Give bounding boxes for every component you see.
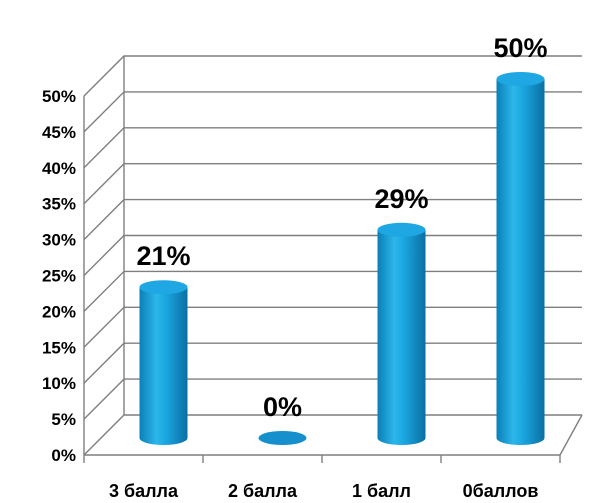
y-tick-label: 25% bbox=[42, 267, 76, 286]
bars bbox=[139, 72, 545, 445]
data-labels: 21% 0% 29% 50% bbox=[136, 33, 547, 422]
category-label: 1 балл bbox=[352, 481, 411, 501]
bar bbox=[496, 72, 545, 445]
y-tick-label: 0% bbox=[51, 446, 76, 465]
bar bbox=[139, 280, 188, 445]
y-tick-label: 35% bbox=[42, 195, 76, 214]
y-tick-label: 20% bbox=[42, 302, 76, 321]
category-label: 2 балла bbox=[228, 481, 298, 501]
data-label: 50% bbox=[493, 33, 547, 63]
data-label: 0% bbox=[263, 392, 302, 422]
y-tick-label: 15% bbox=[42, 338, 76, 357]
bar bbox=[258, 431, 307, 445]
y-tick-label: 50% bbox=[42, 87, 76, 106]
bar-body bbox=[139, 287, 188, 445]
bar-body bbox=[377, 229, 426, 445]
bar bbox=[377, 222, 426, 445]
y-tick-label: 10% bbox=[42, 374, 76, 393]
category-labels: 3 балла 2 балла 1 балл 0баллов bbox=[109, 481, 538, 501]
bar-top bbox=[496, 72, 545, 86]
category-label: 0баллов bbox=[463, 481, 539, 501]
bar-top bbox=[258, 431, 307, 445]
bar-top bbox=[377, 222, 426, 237]
y-tick-label: 40% bbox=[42, 159, 76, 178]
y-tick-labels: 0% 5% 10% 15% 20% 25% 30% 35% 40% 45% 50% bbox=[42, 87, 76, 465]
y-tick-label: 5% bbox=[51, 410, 76, 429]
bar-top bbox=[139, 280, 188, 295]
y-tick-label: 30% bbox=[42, 231, 76, 250]
data-label: 29% bbox=[374, 184, 428, 214]
y-tick-label: 45% bbox=[42, 123, 76, 142]
axes bbox=[83, 56, 583, 463]
category-label: 3 балла bbox=[109, 481, 179, 501]
data-label: 21% bbox=[136, 241, 190, 271]
bar-body bbox=[496, 79, 545, 445]
